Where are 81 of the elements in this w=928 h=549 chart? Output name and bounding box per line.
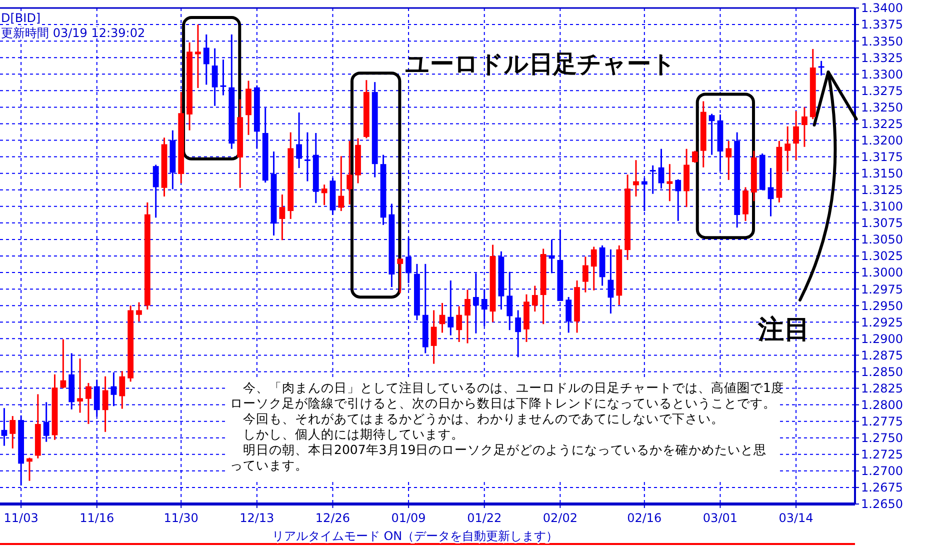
y-tick-label: 1.3000 bbox=[861, 266, 903, 280]
candlestick bbox=[802, 106, 808, 148]
y-tick-label: 1.3250 bbox=[861, 100, 903, 114]
y-tick-label: 1.2975 bbox=[861, 282, 903, 296]
y-tick-label: 1.3225 bbox=[861, 116, 903, 131]
candlestick bbox=[582, 256, 588, 294]
y-tick-label: 1.2925 bbox=[861, 315, 903, 330]
y-tick-label: 1.3175 bbox=[861, 150, 903, 164]
y-tick-label: 1.2675 bbox=[861, 480, 903, 495]
y-tick-label: 1.3025 bbox=[861, 249, 903, 264]
candlestick bbox=[60, 338, 66, 390]
candlestick bbox=[784, 126, 791, 172]
x-tick-label: 11/03 bbox=[4, 511, 38, 525]
y-tick-label: 1.3100 bbox=[861, 200, 903, 214]
annotation: D[BID] bbox=[1, 11, 41, 25]
x-tick-label: 02/02 bbox=[542, 511, 578, 525]
y-tick-label: 1.3200 bbox=[861, 133, 903, 148]
x-tick-label: 11/16 bbox=[80, 511, 114, 525]
y-tick-label: 1.2850 bbox=[861, 364, 903, 379]
y-tick-label: 1.3400 bbox=[861, 1, 903, 16]
y-tick-label: 1.3300 bbox=[861, 67, 903, 82]
candlestick bbox=[119, 370, 126, 410]
candlestick bbox=[692, 150, 698, 164]
y-tick-label: 1.3050 bbox=[861, 232, 903, 247]
candlestick bbox=[742, 186, 748, 222]
x-tick-label: 03/14 bbox=[778, 511, 814, 525]
candlestick bbox=[102, 376, 108, 433]
candlestick bbox=[346, 140, 353, 206]
y-tick-label: 1.3275 bbox=[861, 84, 903, 98]
candlestick bbox=[464, 288, 470, 344]
annotation: 今回も、それがあてはまるかどうかは、わかりませんのであてにしないで下さい。 bbox=[230, 411, 724, 426]
y-tick-label: 1.2700 bbox=[861, 464, 903, 478]
y-tick-label: 1.2750 bbox=[861, 431, 903, 446]
text: ユーロドル日足チャート bbox=[405, 50, 676, 78]
y-tick-label: 1.3075 bbox=[861, 216, 903, 230]
candlestick bbox=[10, 415, 16, 450]
y-tick-label: 1.2650 bbox=[861, 497, 903, 512]
candlestick bbox=[86, 382, 92, 425]
annotation: 更新時間 03/19 12:39:02 bbox=[1, 26, 146, 40]
candlestick bbox=[136, 302, 142, 322]
annotation: 明日の朝、本日2007年3月19日のローソク足がどのようになっているかを確かめたいと思 bbox=[230, 442, 767, 457]
y-tick-label: 1.3125 bbox=[861, 183, 903, 198]
candlestick bbox=[279, 194, 286, 241]
annotation: 注目 bbox=[757, 315, 810, 345]
candlestick bbox=[430, 309, 437, 365]
annotation: っています。 bbox=[230, 458, 308, 472]
candlestick bbox=[26, 456, 32, 482]
annotation: しかし、個人的には期待しています。 bbox=[230, 426, 464, 442]
candlestick bbox=[793, 110, 799, 161]
y-tick-label: 1.2800 bbox=[861, 398, 903, 412]
x-tick-label: 12/13 bbox=[240, 511, 274, 525]
annotation: 今、「肉まんの日」として注目しているのは、ユーロドルの日足チャートでは、高値圏で1度 bbox=[230, 380, 784, 395]
x-tick-label: 01/09 bbox=[391, 511, 426, 525]
x-tick-label: 02/16 bbox=[627, 511, 662, 525]
y-tick-label: 1.3375 bbox=[861, 18, 903, 32]
y-tick-label: 1.2775 bbox=[861, 414, 903, 429]
candlestick bbox=[77, 358, 83, 414]
candlestick bbox=[195, 24, 201, 89]
y-tick-label: 1.3150 bbox=[861, 166, 903, 181]
y-tick-label: 1.2725 bbox=[861, 448, 903, 462]
x-tick-label: 12/26 bbox=[315, 511, 350, 525]
candlestick bbox=[726, 140, 732, 181]
y-tick-label: 1.3325 bbox=[861, 50, 903, 65]
text: リアルタイムモード ON（データを自動更新します） bbox=[272, 529, 558, 543]
y-tick-label: 1.3350 bbox=[861, 34, 903, 48]
x-tick-label: 11/30 bbox=[164, 511, 198, 525]
candlestick bbox=[439, 302, 446, 334]
y-tick-label: 1.2900 bbox=[861, 332, 903, 346]
candlestick bbox=[532, 285, 538, 312]
y-tick-label: 1.2950 bbox=[861, 298, 903, 313]
candlestick bbox=[590, 246, 597, 292]
x-tick-label: 01/22 bbox=[467, 511, 502, 525]
y-tick-label: 1.2825 bbox=[861, 381, 903, 396]
candlestick bbox=[397, 258, 404, 294]
candlestick bbox=[456, 306, 462, 343]
annotation: ローソク足が陰線で引けると、次の日から数日は下降トレンドになっているということです。 bbox=[230, 396, 776, 410]
x-tick-label: 03/01 bbox=[702, 511, 738, 525]
candlestick bbox=[321, 184, 328, 206]
y-tick-label: 1.2875 bbox=[861, 348, 903, 362]
candlestick bbox=[338, 155, 344, 212]
candlestick bbox=[666, 163, 673, 202]
